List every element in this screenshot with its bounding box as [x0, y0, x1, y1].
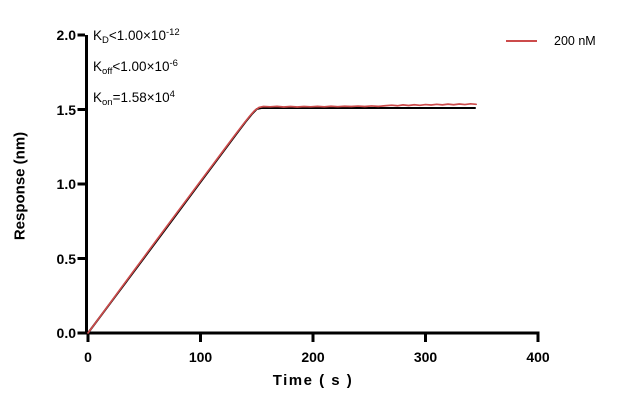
k-body: <1.00×10 [108, 28, 166, 43]
kinetics-annotation: KD<1.00×10-12 Koff<1.00×10-6 Kon=1.58×10… [93, 21, 180, 114]
k-base: K [93, 59, 103, 74]
y-tick-label: 1.5 [56, 101, 76, 118]
sample-data-line [87, 102, 477, 334]
x-tick-label: 300 [413, 349, 438, 365]
k-exp: 4 [169, 89, 175, 100]
legend-line-swatch [506, 40, 537, 42]
x-tick-label: 400 [526, 349, 550, 365]
k-body: =1.58×10 [112, 90, 170, 105]
x-tick-label: 200 [301, 349, 325, 365]
x-tick-label: 100 [188, 349, 213, 365]
k-sub: on [102, 97, 113, 108]
y-tick-label: 1.0 [56, 176, 76, 192]
legend: 200 nM [506, 33, 596, 49]
legend-label: 200 nM [554, 34, 596, 48]
k-base: K [93, 90, 103, 105]
k-base: K [93, 28, 103, 43]
koff-line: Koff<1.00×10-6 [93, 52, 180, 83]
kd-line: KD<1.00×10-12 [93, 21, 180, 52]
k-exp: -6 [169, 58, 178, 69]
x-tick-label: 0 [84, 349, 92, 365]
x-axis-title: Time ( s ) [272, 372, 354, 389]
y-tick-label: 2.0 [56, 27, 76, 43]
k-exp: -12 [165, 27, 180, 38]
y-tick-label: 0.0 [56, 325, 76, 341]
k-sub: off [102, 66, 113, 77]
k-body: <1.00×10 [112, 59, 170, 74]
kon-line: Kon=1.58×104 [93, 83, 180, 114]
k-sub: D [102, 35, 109, 46]
y-tick-label: 0.5 [56, 250, 76, 267]
y-axis-title: Response (nm) [11, 131, 29, 241]
